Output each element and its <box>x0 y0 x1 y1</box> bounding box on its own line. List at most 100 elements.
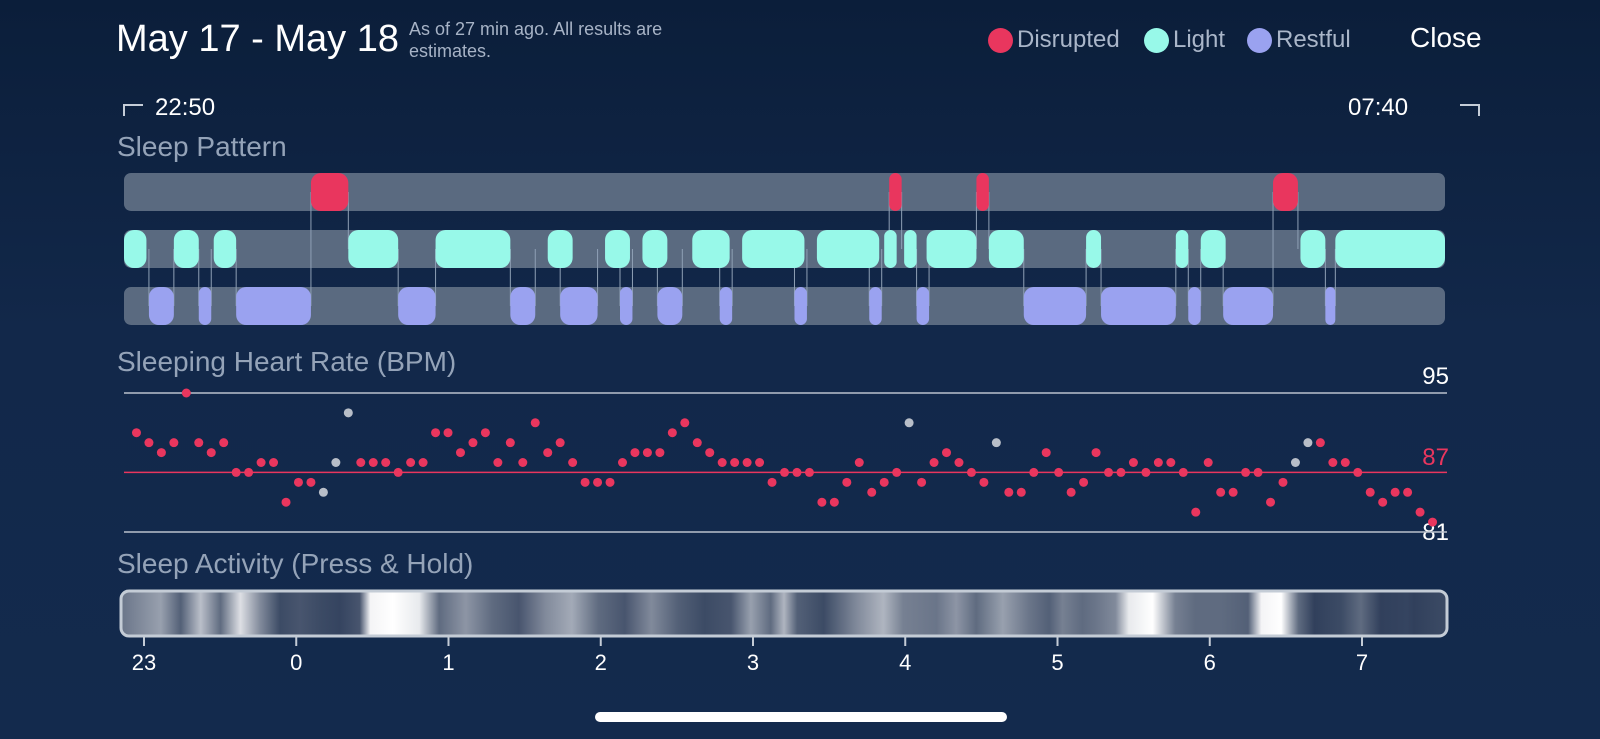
restful-segment <box>198 287 212 325</box>
hr-point <box>1415 507 1425 517</box>
hr-point <box>1066 487 1076 497</box>
legend-disrupted: Disrupted <box>988 24 1120 56</box>
hr-point <box>954 458 964 467</box>
legend-restful: Restful <box>1247 24 1351 56</box>
hr-point <box>194 438 204 448</box>
hr-point <box>605 477 615 487</box>
hr-point <box>131 428 141 438</box>
hr-point <box>1166 458 1176 467</box>
restful-dot-icon <box>1247 27 1272 53</box>
hr-point <box>1091 448 1101 458</box>
hr-point <box>1428 517 1438 527</box>
hr-point <box>381 458 391 467</box>
hr-point <box>1054 467 1064 477</box>
hr-point <box>1016 487 1026 497</box>
hr-point <box>269 458 279 467</box>
axis-tick-label: 2 <box>595 650 607 675</box>
legend-label: Restful <box>1276 26 1351 53</box>
heart-rate-title: Sleeping Heart Rate (BPM) <box>117 346 457 377</box>
sleep-activity-title: Sleep Activity (Press & Hold) <box>117 548 474 579</box>
restful-segment <box>1188 287 1201 325</box>
light-dot-icon <box>1144 27 1169 53</box>
restful-segment <box>148 287 174 325</box>
axis-tick-label: 6 <box>1204 650 1216 675</box>
hr-point <box>144 438 154 448</box>
hr-point <box>655 448 665 458</box>
restful-segment <box>719 287 733 325</box>
hr-point <box>705 448 715 458</box>
hr-point <box>1116 467 1126 477</box>
hr-point <box>356 458 366 467</box>
hr-point <box>1340 458 1350 467</box>
home-indicator[interactable] <box>595 712 1007 722</box>
legend-light: Light <box>1144 24 1225 56</box>
start-time: 22:50 <box>155 94 216 121</box>
hr-point <box>443 428 453 438</box>
hr-point <box>680 418 690 428</box>
light-segment <box>173 230 199 268</box>
hr-point <box>892 467 902 477</box>
hr-point <box>1104 467 1114 477</box>
restful-segment <box>1325 287 1336 325</box>
hr-point <box>306 477 316 487</box>
restful-segment <box>916 287 930 325</box>
axis-tick-label: 1 <box>442 650 454 675</box>
hr-point <box>1004 487 1014 497</box>
hr-point <box>480 428 490 438</box>
hr-point <box>1303 438 1313 448</box>
restful-segment <box>1023 287 1087 325</box>
light-segment <box>1200 230 1226 268</box>
restful-segment <box>869 287 882 325</box>
hr-point <box>879 477 889 487</box>
hr-point <box>1203 458 1213 467</box>
light-segment <box>904 230 917 268</box>
disrupted-segment <box>976 173 989 211</box>
hr-point <box>717 458 727 467</box>
hr-point <box>1266 497 1276 507</box>
restful-segment <box>1101 287 1176 325</box>
light-segment <box>692 230 730 268</box>
light-segment <box>605 230 630 268</box>
hr-point <box>418 458 428 467</box>
hr-point <box>630 448 640 458</box>
hr-max-label: 95 <box>1422 363 1449 390</box>
hr-point <box>667 428 677 438</box>
hr-point <box>368 458 378 467</box>
start-bracket-icon <box>123 104 143 116</box>
hr-point <box>1228 487 1238 497</box>
hr-point <box>343 408 353 418</box>
light-segment <box>124 230 147 268</box>
hr-point <box>1278 477 1288 487</box>
hr-point <box>518 458 528 467</box>
hr-point <box>767 477 777 487</box>
restful-segment <box>560 287 598 325</box>
light-segment <box>547 230 573 268</box>
light-segment <box>1300 230 1326 268</box>
hr-point <box>792 467 802 477</box>
disrupted-dot-icon <box>988 27 1013 53</box>
disrupted-segment <box>889 173 902 211</box>
hr-point <box>692 438 702 448</box>
hr-point <box>979 477 989 487</box>
axis-tick-label: 3 <box>747 650 759 675</box>
hr-point <box>1390 487 1400 497</box>
restful-segment <box>510 287 536 325</box>
hr-point <box>206 448 216 458</box>
close-button[interactable]: Close <box>1410 22 1482 53</box>
light-segment <box>926 230 977 268</box>
hr-point <box>1178 467 1188 477</box>
hr-point <box>393 467 403 477</box>
light-segment <box>816 230 880 268</box>
restful-segment <box>657 287 683 325</box>
page-title: May 17 - May 18 <box>116 18 399 60</box>
hr-point <box>244 467 254 477</box>
hr-point <box>1029 467 1039 477</box>
light-segment <box>435 230 511 268</box>
light-segment <box>988 230 1024 268</box>
hr-point <box>1079 477 1089 487</box>
activity-strip <box>119 589 1449 638</box>
